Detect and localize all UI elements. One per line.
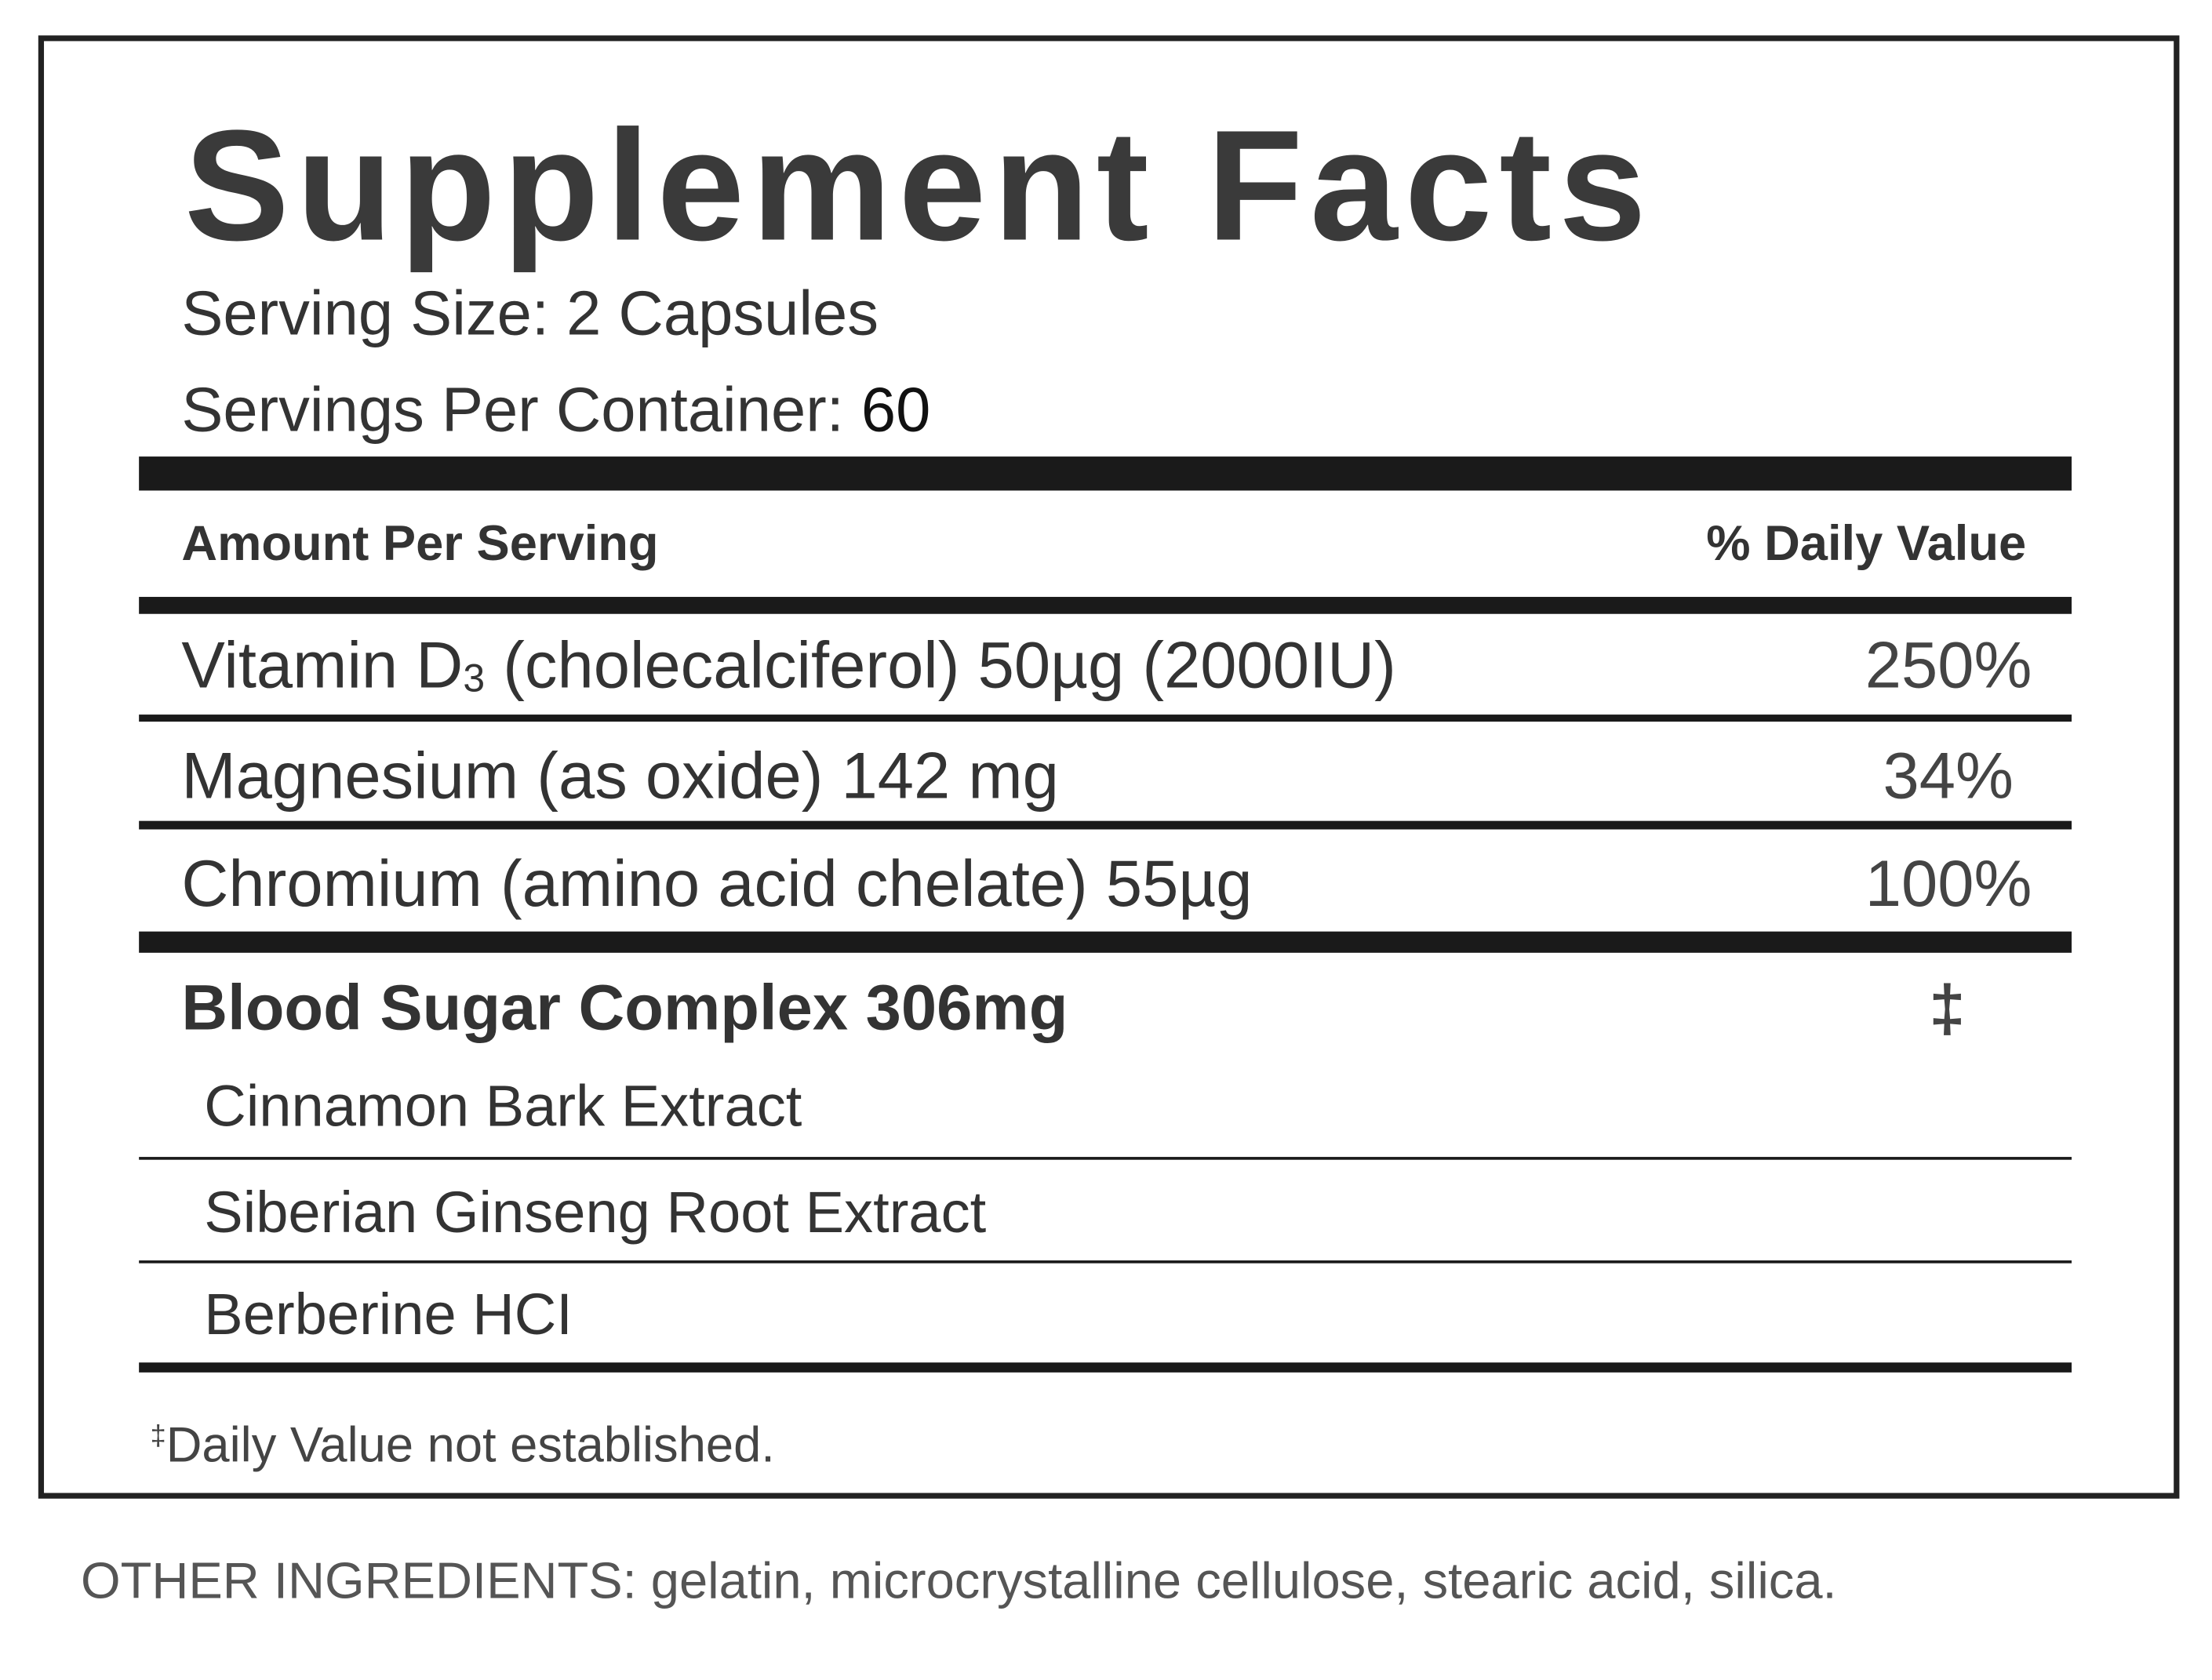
label-frame [38,35,2180,1499]
serving-size: Serving Size: 2 Capsules [181,279,879,349]
blend-ingredient: Berberine HCI [204,1282,573,1347]
divider [139,715,2072,722]
nutrient-row-vitamin-d: Vitamin D3 (cholecalciferol) 50µg (2000I… [181,632,1395,698]
footnote-text: Daily Value not established. [166,1417,775,1474]
divider [139,820,2072,830]
divider-thin [139,1260,2072,1264]
nutrient-row-chromium: Chromium (amino acid chelate) 55µg [181,846,1253,921]
nutrient-name: Vitamin D [181,627,464,702]
header-daily-value: % Daily Value [1706,516,2027,572]
footnote: ‡Daily Value not established. [151,1420,775,1470]
footnote-mark: ‡ [150,1420,166,1453]
blend-dv: ‡ [1929,971,1966,1045]
nutrient-name-rest: (cholecalciferol) 50µg (2000IU) [485,627,1396,702]
nutrient-row-magnesium: Magnesium (as oxide) 142 mg [181,738,1059,813]
subscript: 3 [463,656,486,700]
blend-name: Blood Sugar Complex 306mg [181,971,1068,1044]
divider-thick [139,456,2072,491]
blend-ingredient: Cinnamon Bark Extract [204,1073,802,1139]
servings-value: 60 [860,376,931,445]
divider [139,1362,2072,1373]
header-amount: Amount Per Serving [181,516,659,572]
servings-label: Servings Per Container: [181,376,861,445]
divider-thick [139,931,2072,953]
other-ingredients: OTHER INGREDIENTS: gelatin, microcrystal… [81,1551,1837,1609]
nutrient-dv: 34% [1883,738,2014,813]
divider [139,597,2072,614]
nutrient-dv: 250% [1865,627,2032,702]
label-title: Supplement Facts [184,97,1654,274]
servings-per-container: Servings Per Container: 60 [181,380,930,442]
blend-ingredient: Siberian Ginseng Root Extract [204,1180,987,1245]
divider-thin [139,1157,2072,1160]
nutrient-dv: 100% [1865,846,2032,921]
